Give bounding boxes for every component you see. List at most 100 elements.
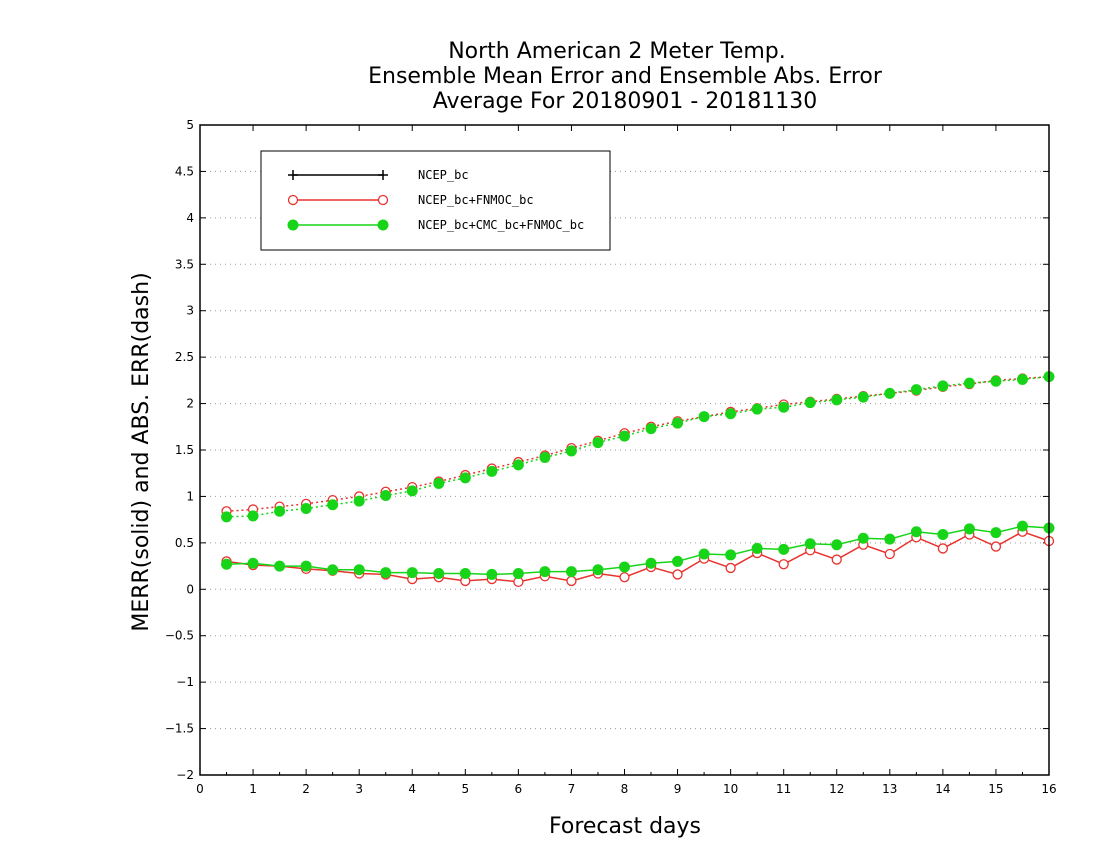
data-point-ncep-bc-fnmoc-bc-merr [778,559,789,570]
data-point-ncep-bc-cmc-bc-fnmoc-bc-merr [406,567,418,579]
data-point-ncep-bc-cmc-bc-fnmoc-bc-merr [963,523,975,535]
data-point-ncep-bc-cmc-bc-fnmoc-bc-merr [937,529,949,540]
data-point-ncep-bc-cmc-bc-fnmoc-bc-abs-err [910,384,922,396]
data-point-ncep-bc-cmc-bc-fnmoc-bc-merr [512,568,524,579]
x-tick-label: 7 [568,782,576,796]
series-line-ncep-bc-fnmoc-bc-abs-err [226,375,1050,513]
data-point-ncep-bc-cmc-bc-fnmoc-bc-merr [645,557,657,569]
data-point-ncep-bc-cmc-bc-fnmoc-bc-merr [804,538,816,550]
series-line-ncep-bc-cmc-bc-fnmoc-bc-merr [226,525,1050,576]
data-point-ncep-bc-cmc-bc-fnmoc-bc-abs-err [884,387,896,399]
data-point-ncep-bc-cmc-bc-fnmoc-bc-merr [486,568,498,580]
data-point-ncep-bc-cmc-bc-fnmoc-bc-merr [910,526,922,538]
data-point-ncep-bc-cmc-bc-fnmoc-bc-abs-err [221,511,233,523]
data-point-ncep-bc-cmc-bc-fnmoc-bc-merr [990,527,1002,539]
legend-marker-ncep-bc [378,170,388,180]
data-point-ncep-bc-cmc-bc-fnmoc-bc-abs-err [406,485,418,497]
data-point-ncep-bc-cmc-bc-fnmoc-bc-merr [565,566,577,578]
legend-label-ncep-bc: NCEP_bc [418,168,469,182]
data-point-ncep-bc-cmc-bc-fnmoc-bc-abs-err [778,401,790,413]
plot-series [221,371,1055,588]
data-point-ncep-bc-cmc-bc-fnmoc-bc-abs-err [433,477,445,489]
data-point-ncep-bc-cmc-bc-fnmoc-bc-abs-err [327,499,339,511]
data-point-ncep-bc-cmc-bc-fnmoc-bc-abs-err [274,505,286,517]
data-point-ncep-bc-cmc-bc-fnmoc-bc-abs-err [247,510,259,522]
data-point-ncep-bc-cmc-bc-fnmoc-bc-abs-err [619,430,630,442]
legend-marker-ncep-bc-cmc-bc-fnmoc-bc [377,219,389,231]
data-point-ncep-bc-cmc-bc-fnmoc-bc-merr [221,558,233,570]
x-tick-label: 6 [515,782,523,796]
data-point-ncep-bc-cmc-bc-fnmoc-bc-abs-err [831,394,843,406]
data-point-ncep-bc-cmc-bc-fnmoc-bc-merr [884,533,896,545]
data-point-ncep-bc-cmc-bc-fnmoc-bc-abs-err [539,451,551,463]
data-point-ncep-bc-fnmoc-bc-merr [937,543,949,554]
data-point-ncep-bc-cmc-bc-fnmoc-bc-merr [698,548,710,560]
y-tick-label: 2.5 [175,350,194,364]
data-point-ncep-bc-cmc-bc-fnmoc-bc-abs-err [565,445,577,457]
legend: NCEP_bc NCEP_bc+FNMOC_bc NCEP_bc+CMC_bc+FN… [260,150,611,251]
x-tick-label: 14 [935,782,950,796]
data-point-ncep-bc-fnmoc-bc-merr [566,575,577,587]
data-point-ncep-bc-fnmoc-bc-merr [725,562,736,574]
x-tick-label: 16 [1041,782,1056,796]
data-point-ncep-bc-cmc-bc-fnmoc-bc-abs-err [645,423,657,435]
y-tick-label: −0.5 [165,629,194,643]
y-tick-label: 5 [186,118,194,132]
data-point-ncep-bc-fnmoc-bc-merr [672,569,683,580]
data-point-ncep-bc-cmc-bc-fnmoc-bc-abs-err [380,490,392,501]
data-point-ncep-bc-cmc-bc-fnmoc-bc-abs-err [725,408,737,420]
x-tick-label: 9 [674,782,682,796]
y-tick-label: −2 [176,768,194,782]
data-point-ncep-bc-cmc-bc-fnmoc-bc-abs-err [672,417,684,429]
legend-marker-ncep-bc-cmc-bc-fnmoc-bc [287,219,299,231]
x-tick-label: 12 [829,782,844,796]
y-tick-label: 4 [186,211,194,225]
data-point-ncep-bc-cmc-bc-fnmoc-bc-abs-err [804,397,816,409]
data-point-ncep-bc-cmc-bc-fnmoc-bc-abs-err [937,380,949,392]
data-point-ncep-bc-cmc-bc-fnmoc-bc-merr [459,568,471,579]
x-tick-label: 2 [302,782,310,796]
grid [200,170,1049,730]
data-point-ncep-bc-cmc-bc-fnmoc-bc-merr [247,557,259,569]
title-line-2: Ensemble Mean Error and Ensemble Abs. Er… [368,64,883,89]
axis-ticks: −2−1.5−1−0.500.511.522.533.544.550 1 2 3 4 5 6… [165,118,1057,796]
y-tick-label: 1 [186,489,194,503]
data-point-ncep-bc-fnmoc-bc-merr [884,548,895,560]
data-point-ncep-bc-cmc-bc-fnmoc-bc-merr [300,560,312,572]
data-point-ncep-bc-fnmoc-bc-merr [619,572,630,583]
y-tick-label: 2 [186,397,194,411]
data-point-ncep-bc-cmc-bc-fnmoc-bc-merr [831,539,843,551]
data-point-ncep-bc-cmc-bc-fnmoc-bc-merr [857,532,869,544]
x-tick-label: 8 [621,782,629,796]
data-point-ncep-bc-cmc-bc-fnmoc-bc-abs-err [857,391,869,403]
data-point-ncep-bc-cmc-bc-fnmoc-bc-abs-err [486,465,498,477]
x-tick-label: 1 [249,782,257,796]
data-point-ncep-bc-cmc-bc-fnmoc-bc-abs-err [990,375,1002,387]
data-point-ncep-bc-cmc-bc-fnmoc-bc-merr [327,564,339,576]
data-point-ncep-bc-cmc-bc-fnmoc-bc-abs-err [963,377,975,389]
title-line-3: Average For 20180901 - 20181130 [433,89,818,114]
data-point-ncep-bc-cmc-bc-fnmoc-bc-abs-err [300,503,312,514]
data-point-ncep-bc-cmc-bc-fnmoc-bc-merr [274,560,286,572]
data-point-ncep-bc-cmc-bc-fnmoc-bc-merr [672,555,684,567]
x-tick-label: 11 [776,782,791,796]
y-tick-label: 4.5 [175,164,194,178]
data-point-ncep-bc-cmc-bc-fnmoc-bc-merr [1016,520,1028,532]
legend-marker-ncep-bc [288,170,298,180]
series-line-ncep-bc-fnmoc-bc-merr [226,530,1050,583]
data-point-ncep-bc-cmc-bc-fnmoc-bc-abs-err [512,459,524,471]
data-point-ncep-bc-cmc-bc-fnmoc-bc-abs-err [698,411,710,423]
data-point-ncep-bc-cmc-bc-fnmoc-bc-merr [725,549,737,561]
data-point-ncep-bc-cmc-bc-fnmoc-bc-merr [619,561,630,573]
data-point-ncep-bc-cmc-bc-fnmoc-bc-abs-err [751,403,763,415]
series-line-ncep-bc-cmc-bc-fnmoc-bc-abs-err [226,375,1050,518]
x-tick-label: 5 [461,782,469,796]
data-point-ncep-bc-cmc-bc-fnmoc-bc-abs-err [1016,373,1028,385]
data-point-ncep-bc-fnmoc-bc-merr [990,541,1002,552]
data-point-ncep-bc-cmc-bc-fnmoc-bc-merr [353,564,365,576]
data-point-ncep-bc-cmc-bc-fnmoc-bc-merr [751,542,763,554]
plot-frame [199,124,1050,776]
x-tick-label: 4 [408,782,416,796]
data-point-ncep-bc-cmc-bc-fnmoc-bc-abs-err [592,437,604,449]
